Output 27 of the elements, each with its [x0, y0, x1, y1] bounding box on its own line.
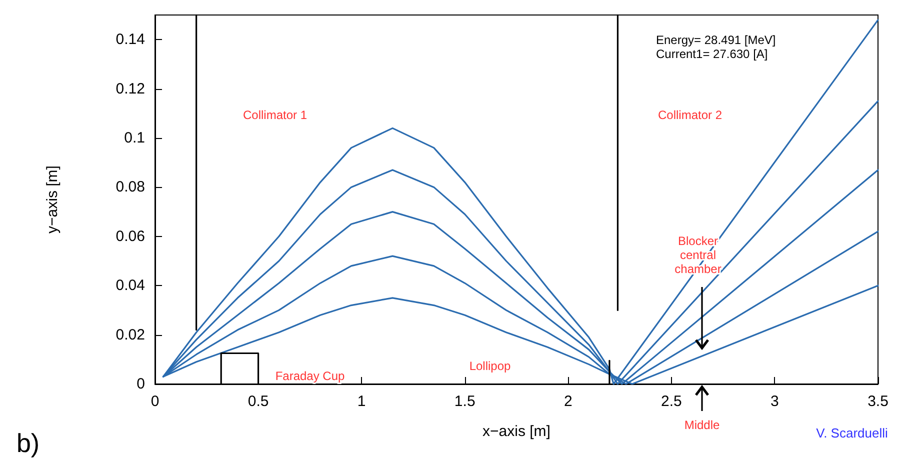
y-axis-title: y−axis [m] [44, 166, 61, 234]
x-tick-label: 1 [357, 393, 366, 410]
x-tick-label: 0 [150, 393, 160, 410]
x-tick-label: 3.5 [868, 393, 888, 410]
x-tick-label: 2.5 [661, 393, 682, 410]
y-tick-label: 0.02 [116, 326, 145, 344]
annotation: Collimator 2 [658, 108, 722, 122]
text: V. Scarduelli [816, 426, 888, 440]
annotation: Lollipop [469, 359, 512, 373]
annotation: Energy= 28.491 [MeV] [656, 33, 776, 47]
y-tick-label: 0.08 [116, 178, 145, 196]
y-tick-label: 0.12 [116, 80, 145, 98]
text: b) [16, 428, 40, 458]
x-tick-label: 1.5 [454, 393, 476, 410]
y-tick-label: 0.1 [124, 130, 145, 146]
y-tick-label: 0 [136, 376, 145, 392]
text: Middle [684, 418, 720, 432]
y-tick-label: 0.06 [116, 228, 145, 245]
y-tick-label: 0.04 [116, 277, 145, 294]
annotation: Faraday Cup [275, 369, 346, 383]
x-tick-label: 0.5 [248, 393, 269, 410]
x-axis-title: x−axis [m] [482, 423, 550, 440]
x-tick-label: 3 [770, 393, 779, 410]
x-tick-label: 2 [564, 393, 572, 410]
y-tick-label: 0.14 [116, 31, 145, 48]
annotation: Current1= 27.630 [A] [656, 47, 768, 61]
annotation: Collimator 1 [242, 108, 308, 122]
